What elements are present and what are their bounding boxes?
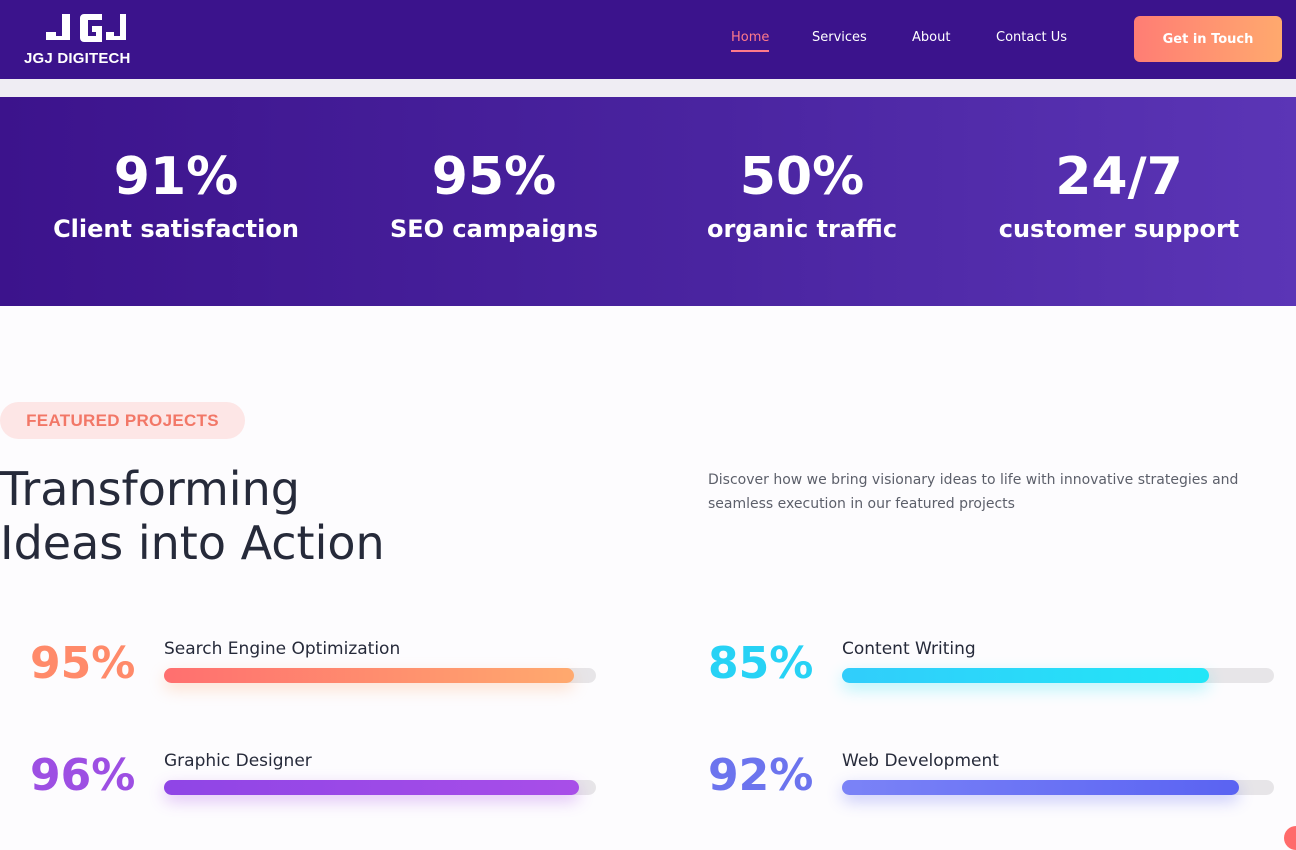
skill-percent: 92%: [708, 750, 814, 801]
stat-label: SEO campaigns: [389, 215, 599, 243]
skill-name: Content Writing: [842, 639, 976, 659]
progress-fill: [164, 780, 579, 795]
progress-fill: [842, 780, 1240, 795]
stat-value: 50%: [739, 147, 865, 207]
divider: [0, 79, 1296, 97]
nav-services[interactable]: Services: [812, 30, 867, 45]
skill-item: 92% Web Development: [708, 748, 1296, 818]
skill-percent: 85%: [708, 638, 814, 689]
heading-line: Transforming: [0, 462, 300, 516]
skill-item: 96% Graphic Designer: [30, 748, 630, 818]
skill-percent: 96%: [30, 750, 136, 801]
stat-item: 91% Client satisfaction: [16, 145, 336, 249]
stat-item: 50% organic traffic: [642, 145, 962, 249]
section-heading: Transforming Ideas into Action: [0, 462, 560, 570]
section-intro: Discover how we bring visionary ideas to…: [708, 472, 1239, 512]
stat-label: customer support: [998, 215, 1240, 243]
progress-fill: [164, 668, 575, 683]
skill-name: Web Development: [842, 751, 999, 771]
active-indicator: [731, 50, 770, 52]
progress-track: [842, 668, 1274, 683]
progress-fill: [842, 668, 1210, 683]
stat-label: organic traffic: [706, 215, 898, 243]
skill-name: Graphic Designer: [164, 751, 312, 771]
brand-logo[interactable]: JGJ DIGITECH: [24, 10, 148, 68]
heading-line: Ideas into Action: [0, 516, 385, 570]
get-in-touch-button[interactable]: Get in Touch: [1134, 16, 1282, 62]
nav-contact-us[interactable]: Contact Us: [996, 30, 1067, 45]
logo-mark-icon: [46, 14, 126, 42]
stat-value: 91%: [113, 147, 239, 207]
skill-name: Search Engine Optimization: [164, 639, 401, 659]
skill-item: 85% Content Writing: [708, 636, 1296, 706]
skill-item: 95% Search Engine Optimization: [30, 636, 630, 706]
progress-track: [164, 780, 596, 795]
featured-projects-badge: FEATURED PROJECTS: [0, 402, 245, 439]
stats-band: 91% Client satisfaction 95% SEO campaign…: [0, 97, 1296, 306]
nav-home[interactable]: Home: [731, 30, 770, 52]
stat-value: 95%: [431, 147, 557, 207]
stat-item: 95% SEO campaigns: [334, 145, 654, 249]
progress-track: [164, 668, 596, 683]
logo-text: JGJ DIGITECH: [24, 50, 131, 67]
site-header: JGJ DIGITECH Home Services About Contact…: [0, 0, 1296, 79]
nav-about[interactable]: About: [912, 30, 951, 45]
scroll-to-top-button[interactable]: [1284, 826, 1296, 850]
nav-label: Home: [731, 30, 770, 45]
progress-track: [842, 780, 1274, 795]
stat-value: 24/7: [1055, 147, 1183, 207]
stat-item: 24/7 customer support: [959, 145, 1279, 249]
stat-label: Client satisfaction: [53, 215, 299, 243]
skill-percent: 95%: [30, 638, 136, 689]
